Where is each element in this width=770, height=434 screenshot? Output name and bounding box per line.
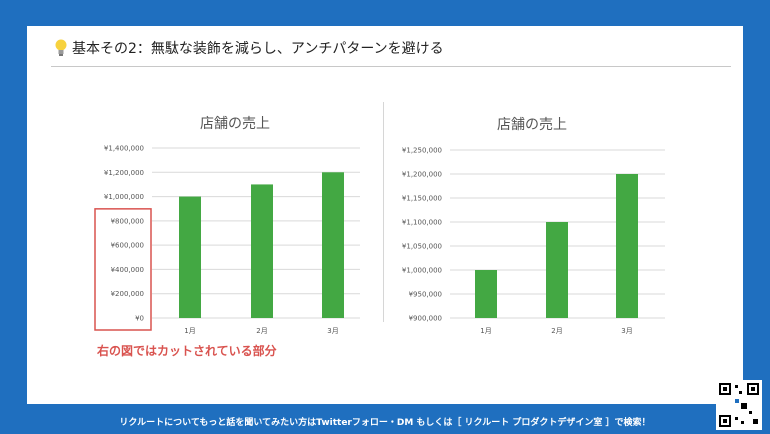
bar	[475, 270, 497, 318]
y-tick-label: ¥950,000	[409, 291, 442, 299]
x-tick-label: 2月	[256, 327, 267, 335]
x-tick-label: 2月	[551, 327, 562, 335]
slide-title: 基本その2：無駄な装飾を減らし、アンチパターンを避ける	[54, 38, 444, 58]
x-tick-label: 1月	[480, 327, 491, 335]
y-tick-label: ¥1,050,000	[402, 243, 442, 251]
y-tick-label: ¥1,250,000	[402, 147, 442, 155]
qr-code	[716, 380, 762, 430]
title-divider	[51, 66, 731, 67]
y-tick-label: ¥900,000	[409, 315, 442, 323]
y-tick-label: ¥1,000,000	[104, 193, 144, 201]
y-tick-label: ¥1,000,000	[402, 267, 442, 275]
y-tick-label: ¥1,150,000	[402, 195, 442, 203]
y-tick-label: ¥200,000	[111, 290, 144, 298]
x-tick-label: 3月	[621, 327, 632, 335]
chart-title: 店舗の売上	[200, 116, 270, 132]
y-tick-label: ¥1,100,000	[402, 219, 442, 227]
bar	[179, 196, 201, 318]
lightbulb-icon	[55, 39, 67, 56]
bar	[251, 184, 273, 318]
bar	[546, 222, 568, 318]
annotation-text: 右の図ではカットされている部分	[97, 344, 277, 358]
y-tick-label: ¥1,400,000	[104, 145, 144, 153]
panel-divider	[383, 102, 384, 322]
y-tick-label: ¥1,200,000	[402, 171, 442, 179]
slide-title-text: 基本その2：無駄な装飾を減らし、アンチパターンを避ける	[72, 41, 444, 57]
x-tick-label: 3月	[327, 327, 338, 335]
cut-region-highlight	[94, 208, 152, 331]
bar	[616, 174, 638, 318]
y-tick-label: ¥0	[135, 315, 144, 323]
y-tick-label: ¥400,000	[111, 266, 144, 274]
x-tick-label: 1月	[184, 327, 195, 335]
y-tick-label: ¥800,000	[111, 217, 144, 225]
bar	[322, 172, 344, 318]
chart-title: 店舗の売上	[497, 117, 567, 133]
footer-banner: リクルートについてもっと話を聞いてみたい方はTwitterフォロー・DM もしく…	[119, 418, 651, 428]
y-tick-label: ¥1,200,000	[104, 169, 144, 177]
y-tick-label: ¥600,000	[111, 242, 144, 250]
